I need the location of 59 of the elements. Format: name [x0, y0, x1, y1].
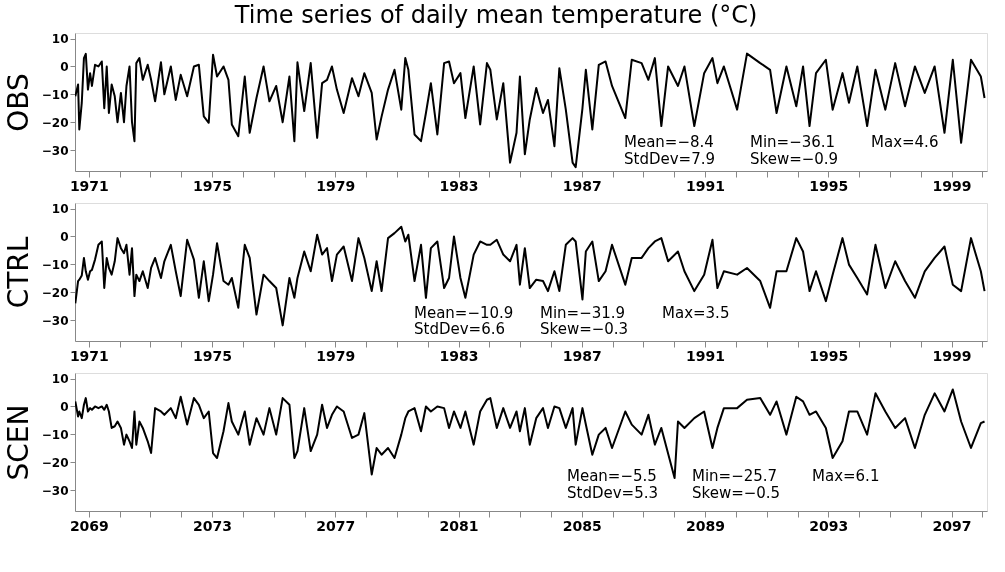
- x-tick-label: 2089: [686, 517, 726, 534]
- y-tick-label: 0: [60, 229, 69, 244]
- x-tick-label: 1987: [562, 177, 602, 194]
- y-tick-label: −20: [41, 455, 69, 470]
- y-tick-label: 0: [60, 59, 69, 74]
- y-tick-label: −30: [41, 483, 69, 498]
- annotation: Max=4.6: [871, 133, 939, 151]
- x-tick-label: 1999: [932, 177, 972, 194]
- x-tick-label: 2097: [932, 517, 972, 534]
- x-tick-label: 1995: [809, 347, 849, 364]
- y-tick-label: 10: [51, 32, 69, 47]
- annotation: Skew=−0.5: [692, 484, 781, 502]
- y-tick-label: −10: [41, 427, 69, 442]
- y-axis-title: CTRL: [1, 236, 35, 309]
- x-tick-label: 1991: [686, 347, 726, 364]
- y-tick-label: −10: [41, 257, 69, 272]
- x-tick-label: 1975: [193, 347, 233, 364]
- y-tick-label: −30: [41, 143, 69, 158]
- x-tick-label: 1979: [316, 347, 356, 364]
- x-tick-label: 2069: [69, 517, 109, 534]
- annotation: Skew=−0.9: [750, 150, 839, 168]
- annotation: Mean=−10.9: [414, 304, 514, 322]
- annotation: Min=−25.7: [692, 467, 778, 485]
- annotation: Skew=−0.3: [540, 320, 629, 338]
- x-tick-label: 1983: [439, 347, 479, 364]
- annotation: Max=3.5: [662, 304, 730, 322]
- x-tick-label: 1991: [686, 177, 726, 194]
- x-tick-label: 1979: [316, 177, 356, 194]
- x-tick-label: 2077: [316, 517, 356, 534]
- y-tick-label: −20: [41, 285, 69, 300]
- annotation: Max=6.1: [812, 467, 880, 485]
- y-tick-label: 10: [51, 372, 69, 387]
- y-axis-title: SCEN: [1, 404, 35, 481]
- y-tick-label: 10: [51, 202, 69, 217]
- x-tick-label: 1999: [932, 347, 972, 364]
- annotation: StdDev=5.3: [567, 484, 659, 502]
- y-tick-label: 0: [60, 399, 69, 414]
- x-tick-label: 1995: [809, 177, 849, 194]
- annotation: Mean=−8.4: [624, 133, 714, 151]
- annotation: StdDev=6.6: [414, 320, 506, 338]
- x-tick-label: 2093: [809, 517, 849, 534]
- y-axis-title: OBS: [1, 73, 35, 132]
- y-tick-label: −30: [41, 313, 69, 328]
- x-tick-label: 1983: [439, 177, 479, 194]
- annotation: Min=−31.9: [540, 304, 626, 322]
- x-tick-label: 1971: [69, 347, 109, 364]
- line-series: [75, 388, 986, 480]
- annotation: Mean=−5.5: [567, 467, 657, 485]
- x-tick-label: 2073: [193, 517, 233, 534]
- annotation: Min=−36.1: [750, 133, 836, 151]
- x-tick-label: 2085: [562, 517, 602, 534]
- y-tick-label: −10: [41, 87, 69, 102]
- chart-title: Time series of daily mean temperature (°C): [233, 1, 758, 30]
- y-tick-label: −20: [41, 115, 69, 130]
- x-tick-label: 1987: [562, 347, 602, 364]
- x-tick-label: 2081: [439, 517, 479, 534]
- x-tick-label: 1971: [69, 177, 109, 194]
- x-tick-label: 1975: [193, 177, 233, 194]
- annotation: StdDev=7.9: [624, 150, 716, 168]
